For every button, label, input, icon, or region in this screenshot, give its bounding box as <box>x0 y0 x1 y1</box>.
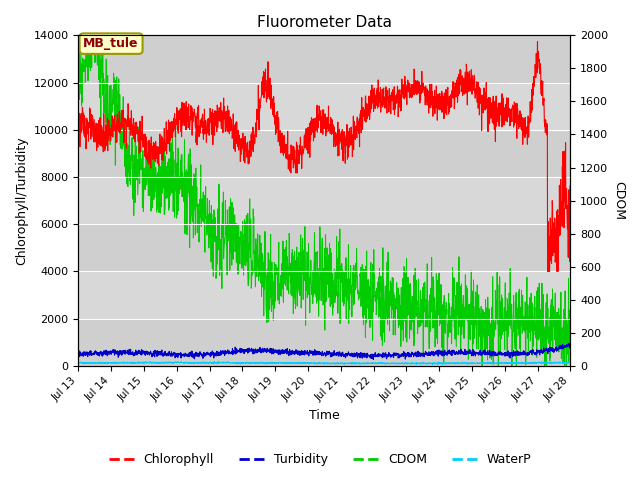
Legend: Chlorophyll, Turbidity, CDOM, WaterP: Chlorophyll, Turbidity, CDOM, WaterP <box>104 448 536 471</box>
Y-axis label: CDOM: CDOM <box>612 181 625 220</box>
X-axis label: Time: Time <box>309 409 340 422</box>
Title: Fluorometer Data: Fluorometer Data <box>257 15 392 30</box>
Bar <box>79 319 570 366</box>
Bar <box>79 130 570 177</box>
Bar <box>79 224 570 271</box>
Y-axis label: Chlorophyll/Turbidity: Chlorophyll/Turbidity <box>15 136 28 265</box>
Bar <box>79 36 570 83</box>
Text: MB_tule: MB_tule <box>83 37 139 50</box>
